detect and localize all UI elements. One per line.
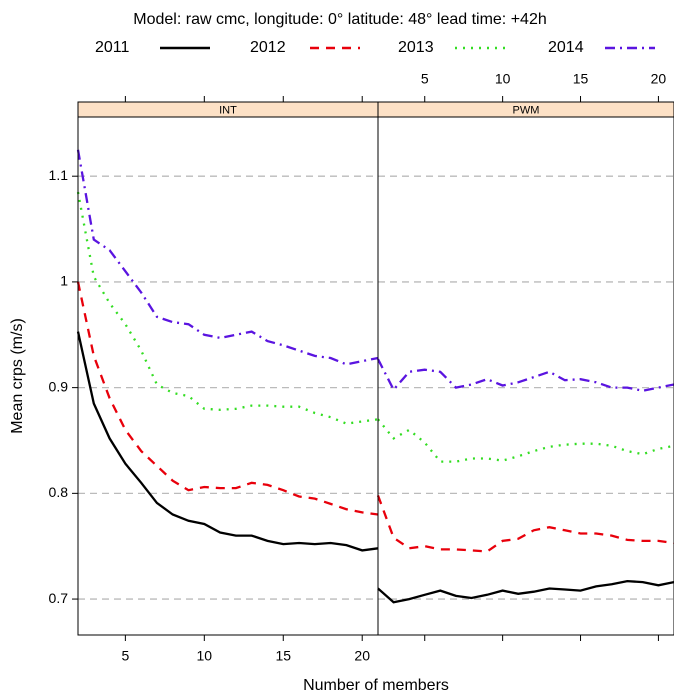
y-tick-label: 1 [60,273,68,289]
strip-label: INT [219,104,237,116]
legend-label: 2012 [250,39,286,56]
x-tick-label: 15 [275,648,291,664]
strip-label: PWM [513,104,540,116]
x-tick-label: 5 [421,71,429,87]
panel-frame [377,116,674,636]
y-axis-label: Mean crps (m/s) [9,318,26,434]
y-tick-label: 0.8 [49,484,69,500]
x-tick-label: 20 [651,71,667,87]
series-line [76,149,379,366]
x-tick-label: 5 [121,648,129,664]
series-line [377,579,674,604]
series-line [376,495,674,553]
y-tick-label: 0.9 [49,378,69,394]
legend-label: 2014 [548,39,584,56]
series-line [376,358,674,392]
series-line [76,331,379,552]
x-tick-label: 10 [495,71,511,87]
legend-label: 2011 [95,39,130,56]
series-line [377,418,674,463]
chart-title: Model: raw cmc, longitude: 0° latitude: … [133,11,546,28]
panel-frame [77,116,379,636]
y-tick-label: 0.7 [49,590,69,606]
series-line [76,281,379,516]
x-tick-label: 15 [573,71,589,87]
y-tick-label: 1.1 [49,167,69,183]
x-tick-label: 10 [197,648,213,664]
x-tick-label: 20 [354,648,370,664]
x-axis-label: Number of members [303,677,449,694]
series-line [76,191,379,425]
legend-label: 2013 [398,39,434,56]
